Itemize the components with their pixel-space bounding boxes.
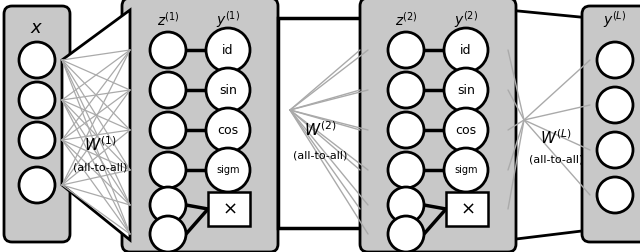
Text: $y^{(L)}$: $y^{(L)}$ — [604, 10, 627, 30]
Circle shape — [388, 152, 424, 188]
Circle shape — [19, 122, 55, 158]
Circle shape — [388, 72, 424, 108]
Circle shape — [597, 132, 633, 168]
Circle shape — [150, 32, 186, 68]
Text: $\times$: $\times$ — [221, 200, 236, 218]
Circle shape — [444, 28, 488, 72]
Circle shape — [19, 82, 55, 118]
Bar — [278, 18, 362, 228]
Text: id: id — [460, 44, 472, 56]
Circle shape — [388, 187, 424, 223]
FancyBboxPatch shape — [4, 6, 70, 242]
Text: sin: sin — [457, 83, 475, 97]
Text: $y^{(1)}$: $y^{(1)}$ — [216, 10, 240, 30]
Polygon shape — [508, 10, 590, 240]
Text: sigm: sigm — [454, 165, 477, 175]
Text: $W^{(1)}$: $W^{(1)}$ — [84, 136, 116, 154]
Text: (all-to-all): (all-to-all) — [73, 163, 127, 173]
Text: (all-to-all): (all-to-all) — [293, 150, 347, 160]
Text: id: id — [222, 44, 234, 56]
Text: cos: cos — [456, 123, 477, 137]
Text: $y^{(2)}$: $y^{(2)}$ — [454, 10, 478, 30]
Circle shape — [444, 108, 488, 152]
Circle shape — [19, 42, 55, 78]
Circle shape — [206, 28, 250, 72]
FancyBboxPatch shape — [122, 0, 278, 252]
Circle shape — [206, 148, 250, 192]
Polygon shape — [362, 10, 368, 240]
Circle shape — [597, 42, 633, 78]
Circle shape — [388, 112, 424, 148]
Bar — [208, 192, 250, 226]
Circle shape — [597, 87, 633, 123]
Text: $W^{(L)}$: $W^{(L)}$ — [540, 129, 572, 147]
Text: sin: sin — [219, 83, 237, 97]
Text: $z^{(2)}$: $z^{(2)}$ — [395, 11, 417, 29]
Circle shape — [150, 216, 186, 252]
Text: $W^{(2)}$: $W^{(2)}$ — [304, 121, 336, 139]
Text: cos: cos — [218, 123, 239, 137]
Text: (all-to-all): (all-to-all) — [529, 155, 583, 165]
Circle shape — [597, 177, 633, 213]
Circle shape — [19, 167, 55, 203]
Polygon shape — [62, 10, 130, 240]
Circle shape — [150, 112, 186, 148]
FancyBboxPatch shape — [360, 0, 516, 252]
Circle shape — [388, 216, 424, 252]
Circle shape — [150, 152, 186, 188]
Text: $z^{(1)}$: $z^{(1)}$ — [157, 11, 179, 29]
Circle shape — [388, 32, 424, 68]
FancyBboxPatch shape — [582, 6, 640, 242]
Circle shape — [444, 148, 488, 192]
Circle shape — [150, 187, 186, 223]
Circle shape — [206, 108, 250, 152]
Bar — [446, 192, 488, 226]
Text: $x$: $x$ — [30, 19, 44, 37]
Circle shape — [150, 72, 186, 108]
Circle shape — [444, 68, 488, 112]
Text: sigm: sigm — [216, 165, 240, 175]
Circle shape — [206, 68, 250, 112]
Text: $\times$: $\times$ — [460, 200, 474, 218]
